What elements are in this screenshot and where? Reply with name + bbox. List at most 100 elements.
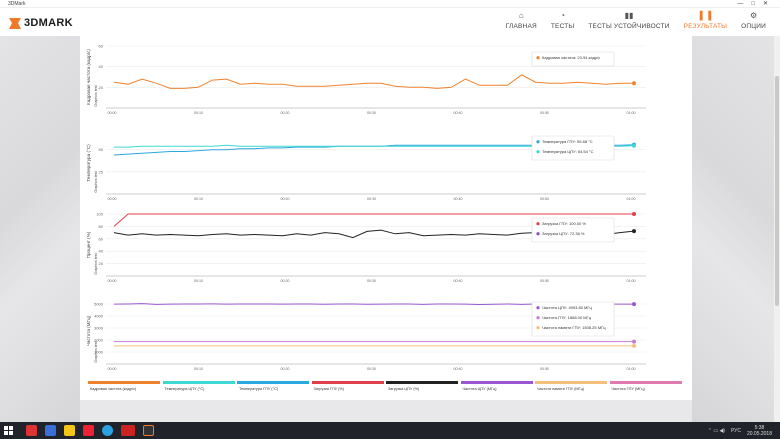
app-header: 3DMARK ⌂ ГЛАВНАЯ ◔ ТЕСТЫ ▮▮ ТЕСТЫ УСТОЙЧИВОСТ… bbox=[0, 8, 780, 36]
x-tick-label: 00:10 bbox=[194, 367, 203, 371]
series-end-marker bbox=[632, 81, 636, 86]
tooltip-text: Температура ГПУ: 55.68 °C bbox=[542, 139, 593, 144]
x-tick-label: 00:30 bbox=[367, 197, 376, 201]
legend-label: Частота ЦПУ (МГц) bbox=[462, 387, 497, 391]
monitoring-panel: 60 40 20 Кадровая частота (кадр/с) Graphics … bbox=[80, 36, 692, 400]
y-tick-label: 40 bbox=[99, 249, 104, 254]
x-tick-label: 00:40 bbox=[454, 197, 463, 201]
3dmark-taskbar-icon[interactable] bbox=[143, 425, 154, 436]
nav-item-2[interactable]: ▮▮ ТЕСТЫ УСТОЙЧИВОСТИ bbox=[588, 11, 669, 30]
window-controls[interactable]: —□✕ bbox=[737, 1, 776, 7]
legend-swatch bbox=[311, 381, 384, 384]
y-tick-label: 4000 bbox=[94, 314, 104, 319]
section-label: Graphics test bbox=[94, 85, 98, 106]
clock-time: 5:38 bbox=[754, 424, 765, 431]
legend-label: Температура ГПУ (°C) bbox=[239, 387, 279, 391]
legend-label: Кадровая частота (кадр/с) bbox=[90, 387, 137, 391]
x-tick-label: 00:50 bbox=[540, 197, 549, 201]
series-end-marker bbox=[632, 143, 636, 148]
x-tick-label: 00:20 bbox=[281, 279, 290, 283]
language-indicator[interactable]: РУС bbox=[730, 427, 741, 434]
y-tick-label: 20 bbox=[99, 85, 104, 90]
x-tick-label: 00:40 bbox=[454, 367, 463, 371]
scrollbar-thumb[interactable] bbox=[775, 76, 779, 306]
scrollbar[interactable] bbox=[774, 36, 780, 422]
x-tick-label: 00:00 bbox=[108, 111, 117, 115]
series-end-marker bbox=[632, 343, 636, 348]
y-tick-label: 100 bbox=[96, 212, 103, 217]
app-logo[interactable]: 3DMARK bbox=[9, 17, 73, 29]
home-icon: ⌂ bbox=[518, 11, 524, 20]
x-tick-label: 00:10 bbox=[194, 111, 203, 115]
nav-label: ТЕСТЫ bbox=[550, 23, 575, 30]
y-tick-label: 3000 bbox=[94, 326, 104, 331]
section-label: Graphics test bbox=[94, 341, 98, 362]
windows-start-icon[interactable] bbox=[4, 426, 13, 435]
nav-label: ТЕСТЫ УСТОЙЧИВОСТИ bbox=[588, 23, 670, 30]
x-tick-label: 01:00 bbox=[627, 367, 636, 371]
tooltip-dot bbox=[536, 306, 540, 310]
y-tick-label: 20 bbox=[99, 261, 104, 266]
y-axis-label: Частота (МГц) bbox=[86, 315, 91, 346]
opera-icon[interactable] bbox=[26, 425, 37, 436]
tooltip-dot bbox=[536, 140, 540, 144]
x-tick-label: 00:10 bbox=[194, 279, 203, 283]
legend-swatch bbox=[162, 381, 235, 384]
app-64-icon[interactable] bbox=[121, 425, 135, 436]
clock[interactable]: 5:38 20.05.2018 bbox=[747, 425, 772, 437]
yandex-browser-icon[interactable] bbox=[83, 425, 94, 436]
x-tick-label: 01:00 bbox=[627, 279, 636, 283]
x-tick-label: 00:50 bbox=[540, 279, 549, 283]
tooltip-dot bbox=[536, 222, 540, 226]
bars-icon: ▮▮ bbox=[624, 11, 634, 20]
main-nav: ⌂ ГЛАВНАЯ ◔ ТЕСТЫ ▮▮ ТЕСТЫ УСТОЙЧИВОСТИ ▌▐ РЕЗУ… bbox=[492, 11, 766, 30]
x-tick-label: 00:30 bbox=[367, 111, 376, 115]
background-left bbox=[0, 36, 80, 422]
y-tick-label: 80 bbox=[99, 224, 104, 229]
legend-label: Частота памяти ГПУ (МГц) bbox=[537, 387, 585, 391]
y-tick-label: 25 bbox=[99, 169, 104, 174]
series-end-marker bbox=[632, 212, 636, 216]
background-right bbox=[692, 36, 780, 422]
y-tick-label: 5000 bbox=[94, 302, 104, 307]
series-line bbox=[113, 213, 634, 227]
x-tick-label: 00:10 bbox=[194, 197, 203, 201]
x-tick-label: 00:40 bbox=[454, 279, 463, 283]
x-tick-label: 00:00 bbox=[108, 197, 117, 201]
nav-label: РЕЗУЛЬТАТЫ bbox=[683, 23, 728, 30]
tooltip-text: Кадровая частота: 23.94 кадр/с bbox=[542, 55, 600, 60]
taskbar: ⌃ ▭ ◀) РУС 5:38 20.05.2018 bbox=[0, 422, 780, 439]
tooltip-text: Частота ЦПУ: 4993.83 МГц bbox=[542, 305, 593, 310]
3dmark-logo-icon bbox=[9, 17, 21, 29]
files-icon[interactable] bbox=[45, 425, 56, 436]
tooltip-dot bbox=[536, 326, 540, 330]
tooltip-box bbox=[531, 217, 615, 243]
nav-item-4[interactable]: ⚙ ОПЦИИ bbox=[741, 11, 766, 30]
legend-swatch bbox=[460, 381, 533, 384]
y-tick-label: 1000 bbox=[94, 350, 104, 355]
yandex-icon[interactable] bbox=[64, 425, 75, 436]
nav-item-1[interactable]: ◔ ТЕСТЫ bbox=[551, 11, 575, 30]
tooltip-dot bbox=[536, 316, 540, 320]
legend-swatch bbox=[88, 381, 160, 384]
nav-item-0[interactable]: ⌂ ГЛАВНАЯ bbox=[506, 11, 537, 30]
clock-date: 20.05.2018 bbox=[746, 430, 772, 437]
x-tick-label: 00:00 bbox=[108, 367, 117, 371]
results-icon: ▌▐ bbox=[699, 11, 712, 20]
nav-item-3[interactable]: ▌▐ РЕЗУЛЬТАТЫ bbox=[684, 11, 727, 30]
chart-legend: Кадровая частота (кадр/с) Температура ЦПУ… bbox=[88, 381, 688, 395]
legend-swatch bbox=[609, 381, 682, 384]
legend-label: Загрузка ГПУ (%) bbox=[313, 387, 345, 391]
x-tick-label: 00:50 bbox=[540, 367, 549, 371]
y-tick-label: 60 bbox=[99, 236, 104, 241]
tray-icons[interactable]: ⌃ ▭ ◀) bbox=[707, 427, 725, 434]
window-titlebar: 3DMark —□✕ bbox=[0, 0, 780, 8]
x-tick-label: 00:20 bbox=[281, 111, 290, 115]
y-axis-label: Температура (°C) bbox=[86, 144, 91, 182]
y-tick-label: 2000 bbox=[94, 338, 104, 343]
tooltip-dot bbox=[536, 232, 540, 236]
series-end-marker bbox=[632, 229, 636, 234]
telegram-icon[interactable] bbox=[102, 425, 113, 436]
y-tick-label: 40 bbox=[99, 64, 104, 69]
